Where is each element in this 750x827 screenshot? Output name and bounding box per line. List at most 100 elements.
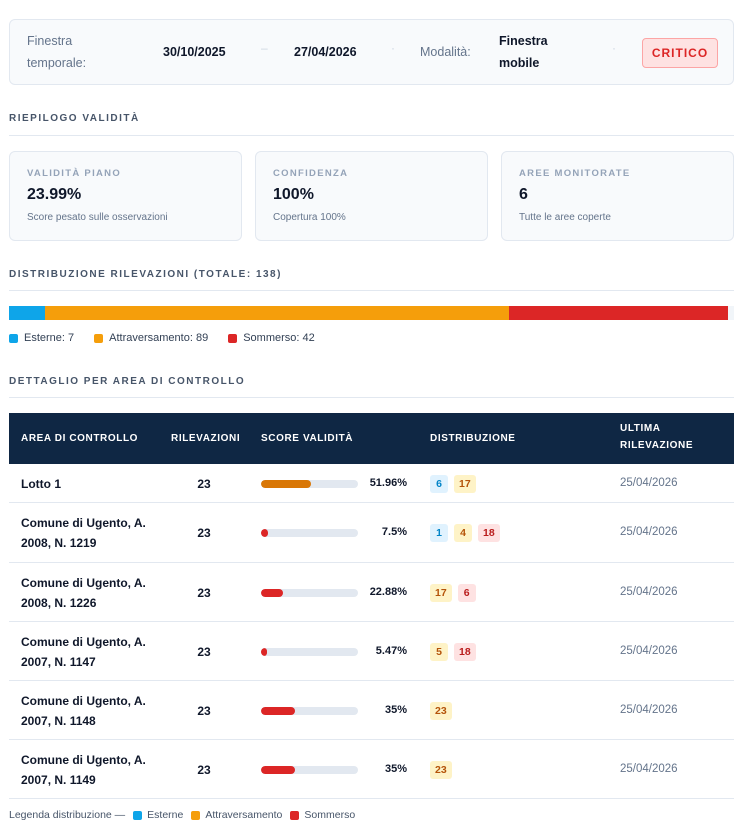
chip-esterne: 6 <box>430 474 448 493</box>
chip-sommerso: 18 <box>478 524 500 542</box>
last-detection-date: 25/04/2026 <box>620 644 678 657</box>
distribution-chips: 1 4 18 <box>430 524 506 542</box>
col-count: RILEVAZIONI <box>171 433 241 444</box>
score-bar-track <box>261 479 358 488</box>
area-name-line2: 2008, N. 1219 <box>21 536 97 550</box>
mode-value-line2: mobile <box>499 56 540 70</box>
detection-count: 23 <box>197 762 211 777</box>
col-last-line1: ULTIMA <box>620 423 661 434</box>
score-bar-fill <box>261 647 267 656</box>
table-row[interactable]: Comune di Ugento, A. 2008, N. 1219 23 7.5% 1… <box>9 503 734 563</box>
mode-value-line1: Finestra <box>499 34 548 48</box>
area-name-line2: 2007, N. 1147 <box>21 654 96 669</box>
score-percentage: 51.96% <box>369 476 407 489</box>
last-detection-date: 25/04/2026 <box>620 762 678 775</box>
chip-sommerso: 18 <box>454 642 476 661</box>
distribution-chips: 5 18 <box>430 642 482 661</box>
separator-dot: · <box>391 41 395 55</box>
date-range-dash: – <box>261 41 268 55</box>
distribution-chips: 23 <box>430 701 458 720</box>
distribution-legend: Esterne: 7 Attraversamento: 89 Sommerso: 4… <box>9 332 335 344</box>
score-bar-track <box>261 706 358 715</box>
last-detection-date: 25/04/2026 <box>620 703 678 716</box>
stat-subtitle: Tutte le aree coperte <box>519 212 611 223</box>
score-percentage: 7.5% <box>381 526 407 538</box>
legend-swatch <box>9 333 18 343</box>
table-row[interactable]: Comune di Ugento, A. 2007, N. 1147 23 5.47%… <box>9 622 734 681</box>
col-distribution: DISTRIBUZIONE <box>430 433 516 444</box>
last-detection-date: 25/04/2026 <box>620 476 678 489</box>
date-to: 27/04/2026 <box>294 45 357 59</box>
stat-label: AREE MONITORATE <box>519 168 631 179</box>
col-score: SCORE VALIDITÀ <box>261 433 354 444</box>
score-bar-fill <box>261 706 295 715</box>
table-row[interactable]: Comune di Ugento, A. 2007, N. 1149 23 35% 23… <box>9 740 734 799</box>
legend-item-attraversamento: Attraversamento: 89 <box>94 332 208 344</box>
table-body: Lotto 1 23 51.96% 6 17 25/04/2026 Comune di Ug… <box>9 464 734 799</box>
footer-legend-item-esterne: Esterne <box>133 809 183 821</box>
col-last-line2: RILEVAZIONE <box>620 440 694 451</box>
legend-label: Attraversamento: 89 <box>109 332 209 344</box>
detail-section-title: DETTAGLIO PER AREA DI CONTROLLO <box>9 376 246 387</box>
distribution-segment-attraversamento <box>45 306 510 320</box>
score-bar-fill <box>261 588 284 597</box>
legend-swatch <box>133 810 143 820</box>
legend-swatch <box>290 810 300 820</box>
chip-attraversamento: 23 <box>430 760 452 779</box>
separator-dot-2: · <box>612 41 616 55</box>
stat-subtitle: Copertura 100% <box>273 212 346 223</box>
detection-count: 23 <box>197 644 211 659</box>
score-bar-fill <box>261 479 312 488</box>
legend-label: Esterne: 7 <box>24 332 75 344</box>
table-row[interactable]: Lotto 1 23 51.96% 6 17 25/04/2026 <box>9 464 734 503</box>
area-name-line1: Comune di Ugento, A. <box>21 752 146 767</box>
stat-value: 23.99% <box>27 186 82 203</box>
score-bar-track <box>261 765 358 774</box>
stat-label: VALIDITÀ PIANO <box>27 168 122 179</box>
chip-attraversamento: 17 <box>454 474 476 493</box>
chip-attraversamento: 5 <box>430 642 448 661</box>
legend-swatch <box>94 333 104 343</box>
chip-attraversamento: 17 <box>430 583 452 602</box>
chip-sommerso: 6 <box>457 583 476 602</box>
legend-label: Sommerso: 42 <box>243 332 315 344</box>
window-label-line2: temporale: <box>27 56 87 70</box>
chip-esterne: 1 <box>430 524 448 542</box>
stat-subtitle: Score pesato sulle osservazioni <box>27 212 168 223</box>
stat-value: 6 <box>519 186 528 203</box>
score-bar-track <box>261 647 358 656</box>
detection-count: 23 <box>197 526 211 540</box>
legend-item-esterne: Esterne: 7 <box>9 332 74 344</box>
distribution-segment-esterne <box>9 306 46 320</box>
summary-section-title: RIEPILOGO VALIDITÀ <box>9 113 140 124</box>
time-window-card: Finestra temporale: 30/10/2025 – 27/04/2… <box>9 19 734 85</box>
table-row[interactable]: Comune di Ugento, A. 2008, N. 1226 23 22.88… <box>9 563 734 622</box>
legend-label: Sommerso <box>304 809 356 821</box>
distribution-segment-sommerso <box>509 306 729 320</box>
legend-swatch <box>228 333 238 343</box>
detection-count: 23 <box>197 585 211 600</box>
table-row[interactable]: Comune di Ugento, A. 2007, N. 1148 23 35% 23… <box>9 681 734 740</box>
stat-value: 100% <box>273 186 314 203</box>
stat-card-confidence: CONFIDENZA 100% Copertura 100% <box>255 151 488 241</box>
status-badge: CRITICO <box>642 38 718 68</box>
area-name-line2: 2007, N. 1148 <box>21 713 96 728</box>
area-name: Lotto 1 <box>21 476 61 491</box>
distribution-section-title: DISTRIBUZIONE RILEVAZIONI (TOTALE: 138) <box>9 269 282 280</box>
distribution-chips: 23 <box>430 760 458 779</box>
legend-item-sommerso: Sommerso: 42 <box>228 332 315 344</box>
stat-card-areas: AREE MONITORATE 6 Tutte le aree coperte <box>501 151 734 241</box>
detail-divider <box>9 397 734 398</box>
area-name-line1: Comune di Ugento, A. <box>21 516 146 530</box>
score-bar-track <box>261 588 358 597</box>
area-name-line1: Comune di Ugento, A. <box>21 634 146 649</box>
chip-attraversamento: 4 <box>454 524 472 542</box>
stat-label: CONFIDENZA <box>273 168 349 179</box>
detection-count: 23 <box>197 703 211 718</box>
last-detection-date: 25/04/2026 <box>620 526 678 538</box>
footer-legend-item-attraversamento: Attraversamento <box>191 809 282 821</box>
date-from: 30/10/2025 <box>163 45 226 59</box>
score-percentage: 5.47% <box>375 644 407 657</box>
window-label-line1: Finestra <box>27 34 73 48</box>
chip-attraversamento: 23 <box>430 701 452 720</box>
